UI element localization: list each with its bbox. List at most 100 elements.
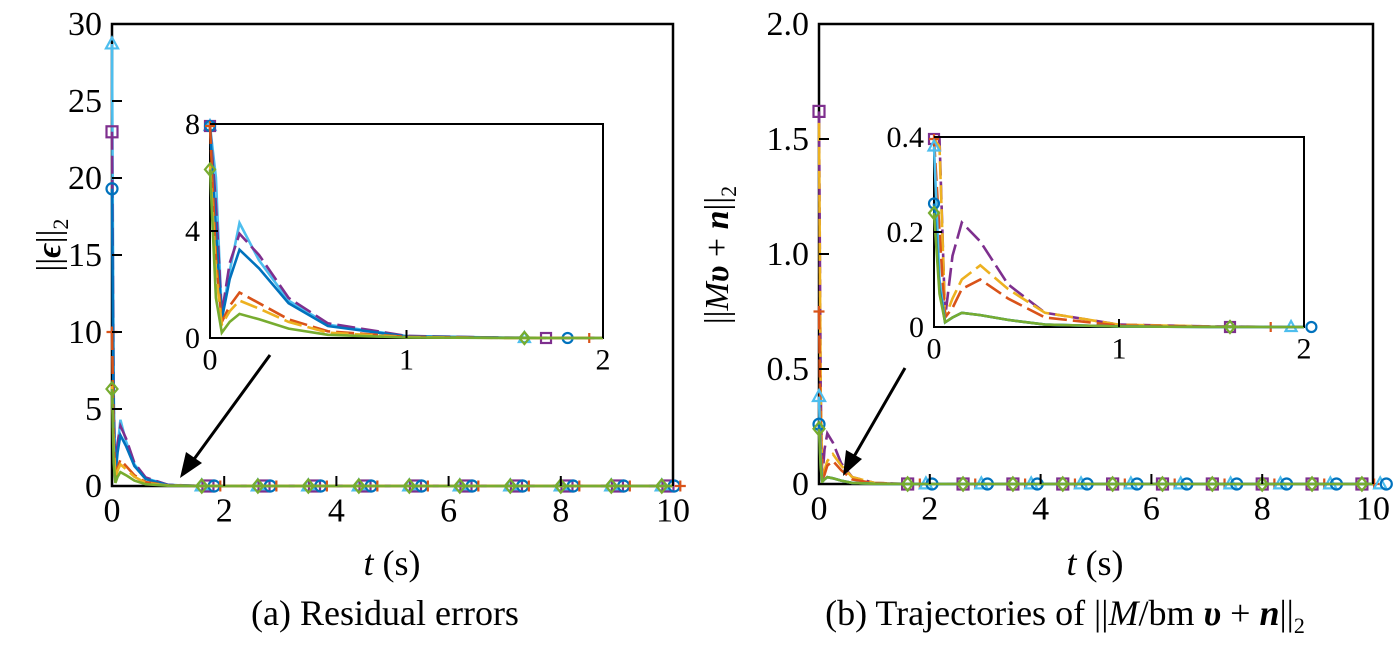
x-axis-label-b: t (s) xyxy=(1066,543,1123,583)
arrow-icon xyxy=(180,354,272,478)
x-tick-label: 0 xyxy=(104,493,121,530)
caption-a: (a) Residual errors xyxy=(251,593,519,633)
series-line-orange xyxy=(817,311,1374,486)
diamond-marker xyxy=(927,205,941,221)
x-tick-label: 4 xyxy=(328,493,345,530)
diamond-marker xyxy=(654,477,669,495)
x-tick-label: 2 xyxy=(216,493,233,530)
y-tick-label: 8 xyxy=(185,108,200,141)
square-marker xyxy=(105,125,119,139)
x-tick-label: 6 xyxy=(440,493,457,530)
diamond-marker xyxy=(1354,475,1369,493)
diamond-marker xyxy=(956,475,970,493)
triangle-marker xyxy=(1372,475,1389,490)
diamond-marker xyxy=(1055,475,1070,493)
y-tick-label: 1.5 xyxy=(767,121,810,158)
plus-marker xyxy=(674,480,686,492)
y-ticks-a: 0 5 10 15 20 25 30 xyxy=(68,6,122,505)
diamond-marker xyxy=(1105,475,1120,493)
series-line-blue xyxy=(817,424,1373,486)
arrow-icon xyxy=(843,367,907,476)
caption-b: (b) Trajectories of ||M/bm υ + n||2 xyxy=(825,593,1305,638)
y-tick-label: 0.4 xyxy=(887,121,925,154)
diamond-marker xyxy=(553,477,568,495)
triangle-marker xyxy=(104,35,120,50)
x-tick-label: 2 xyxy=(596,344,611,377)
square-marker xyxy=(812,104,826,119)
inset-x-ticks-b: 0 1 2 xyxy=(927,319,1312,366)
inset-data-a xyxy=(202,117,604,346)
y-axis-label-a: ||ϵ||2 xyxy=(31,219,73,272)
diamond-marker xyxy=(1205,475,1220,493)
x-tick-label: 0 xyxy=(927,333,942,366)
diamond-marker xyxy=(1255,475,1270,493)
x-tick-label: 2 xyxy=(1297,333,1312,366)
y-tick-label: 0 xyxy=(185,322,200,355)
diamond-marker xyxy=(105,380,119,398)
inset-frame-b xyxy=(933,136,1305,328)
diamond-marker xyxy=(900,475,915,493)
series-line-green xyxy=(932,212,1304,329)
panel-b: 0 2 4 6 8 10 0 0.5 1.0 1.5 2.0 0 1 2 0 0.2 0.4 ||Mυ +… xyxy=(699,6,1393,638)
y-tick-label: 2.0 xyxy=(767,6,810,43)
y-tick-label: 0 xyxy=(85,468,102,505)
y-ticks-b: 0 0.5 1.0 1.5 2.0 xyxy=(767,6,829,503)
diamond-marker xyxy=(194,477,209,495)
diamond-marker xyxy=(1305,475,1319,493)
diamond-marker xyxy=(1005,475,1020,493)
y-tick-label: 20 xyxy=(68,160,102,197)
diamond-marker xyxy=(812,420,826,438)
triangle-marker xyxy=(926,138,942,152)
inset-x-ticks-a: 0 1 2 xyxy=(203,330,611,377)
inset-b: 0 1 2 0 0.2 0.4 xyxy=(887,121,1318,366)
y-tick-label: 0.2 xyxy=(887,216,925,249)
y-tick-label: 25 xyxy=(68,83,102,120)
plus-marker xyxy=(205,121,215,131)
series-line-green xyxy=(110,388,673,488)
diamond-marker xyxy=(1155,475,1170,493)
y-tick-label: 0 xyxy=(792,466,809,503)
y-tick-label: 1.0 xyxy=(767,236,810,273)
panel-a: 0 2 4 6 8 10 0 5 10 15 20 25 30 0 1 2 0 4 8 ||ϵ||2 t (s… xyxy=(31,6,690,633)
data-layer-b xyxy=(811,104,1393,493)
y-tick-label: 0.5 xyxy=(767,351,810,388)
series-line-yellow xyxy=(110,385,674,488)
circle-marker xyxy=(1379,477,1393,491)
inset-y-ticks-a: 0 4 8 xyxy=(185,108,218,355)
inset-a: 0 1 2 0 4 8 xyxy=(185,108,611,377)
circle-marker xyxy=(1305,320,1318,334)
x-tick-label: 1 xyxy=(399,344,414,377)
diamond-marker xyxy=(517,330,531,346)
y-tick-label: 0 xyxy=(909,311,924,344)
diamond-marker xyxy=(452,477,467,495)
y-tick-label: 15 xyxy=(68,237,102,274)
diamond-marker xyxy=(604,477,619,495)
x-tick-label: 0 xyxy=(203,344,218,377)
triangle-marker xyxy=(811,387,827,403)
diamond-marker xyxy=(203,161,217,178)
x-tick-label: 6 xyxy=(1143,491,1160,528)
x-tick-label: 4 xyxy=(1032,491,1049,528)
plus-marker xyxy=(813,306,825,317)
x-axis-label-a: t (s) xyxy=(363,543,420,583)
y-tick-label: 4 xyxy=(185,215,200,248)
diamond-marker xyxy=(503,477,518,495)
x-tick-label: 2 xyxy=(921,491,938,528)
x-tick-label: 1 xyxy=(1112,333,1127,366)
series-line-cyan xyxy=(817,396,1373,486)
data-layer-a xyxy=(104,35,686,495)
x-tick-label: 8 xyxy=(552,493,569,530)
diamond-marker xyxy=(351,477,366,495)
y-tick-label: 30 xyxy=(68,6,102,43)
diamond-marker xyxy=(402,477,417,495)
inset-y-ticks-b: 0 0.2 0.4 xyxy=(887,121,942,344)
x-ticks-b: 0 2 4 6 8 10 xyxy=(811,474,1390,528)
x-ticks-a: 0 2 4 6 8 10 xyxy=(104,476,690,530)
x-tick-label: 10 xyxy=(1356,491,1390,528)
y-tick-label: 5 xyxy=(85,391,102,428)
diamond-marker xyxy=(1223,319,1237,335)
diamond-marker xyxy=(250,477,265,495)
inset-frame-a xyxy=(209,123,604,339)
x-tick-label: 8 xyxy=(1254,491,1271,528)
